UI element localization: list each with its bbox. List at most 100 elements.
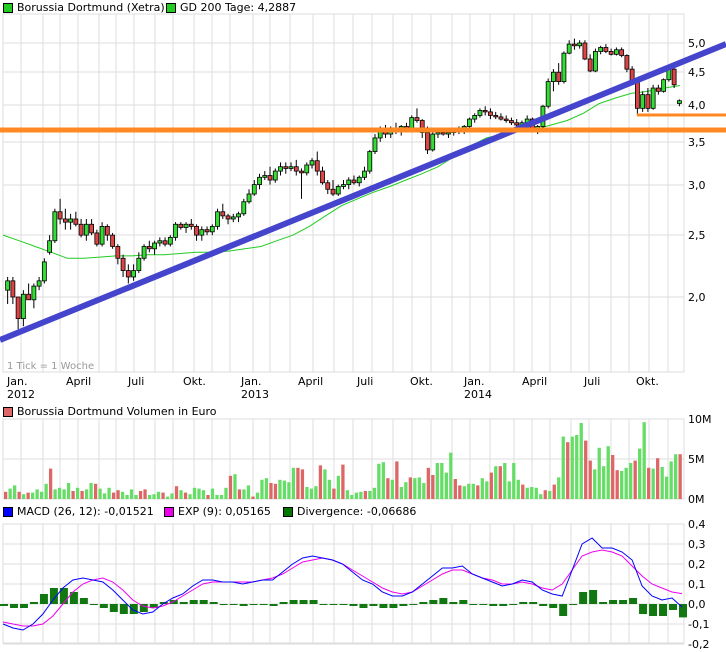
candle [619,47,625,58]
divergence-bar [249,604,258,605]
divergence-bar [189,600,198,604]
candle [104,224,110,241]
divergence-bar [59,588,68,604]
volume-bar [62,489,66,499]
macd-tick-label: 0,4 [688,518,706,531]
candle-down [425,132,430,151]
volume-bar [125,495,129,499]
volume-bar [210,488,215,499]
volume-bar [642,422,646,499]
volume-bar [93,483,98,499]
volume-bar [264,478,269,499]
candle [640,91,646,112]
volume-bar [494,466,498,499]
candle-up [99,226,105,245]
x-tick-label: Jan. [240,375,261,388]
volume-bar [678,454,682,499]
candle [5,276,11,305]
candle [251,180,257,196]
divergence-bar [29,602,38,604]
candle-down [493,115,499,118]
candle-up [272,170,278,181]
candle-down [299,170,304,174]
candle-up [251,184,257,195]
volume-legend-swatch [3,406,13,417]
macd-tick-label: -0,1 [688,618,709,631]
volume-bar [102,493,107,499]
candle-up [477,110,483,116]
divergence-bar [219,604,228,605]
divergence-bar [599,602,608,604]
candle-down [351,179,357,184]
volume-bar [107,487,111,499]
volume-bar [354,492,359,499]
volume-bar [386,478,390,499]
gd200-line [2,85,681,259]
divergence-bar [199,600,208,604]
divergence-bar [0,604,8,606]
candle [566,40,572,55]
volume-bar [143,489,147,499]
volume-bar [584,440,588,499]
candle [157,237,163,247]
candle-up [598,47,604,52]
volume-bar [579,423,583,499]
divergence-legend: Divergence: -0,06686 [283,505,416,518]
volume-bar [476,485,480,499]
candle [73,211,79,227]
candle [131,264,136,281]
candle [199,226,205,241]
candle [57,198,63,225]
candle-up [372,137,378,152]
price-grid [2,13,685,373]
candle-up [241,201,247,215]
volume-bar [444,472,448,499]
candle-up [288,166,294,169]
volume-bar [26,492,30,499]
divergence-bar [49,588,58,604]
volume-bar [593,469,597,499]
candle [493,111,499,120]
trendline [0,41,726,343]
x-tick-label: April [298,375,323,388]
volume-bar [660,467,664,499]
volume-bar [485,481,489,499]
x-tick-year: 2012 [7,388,35,401]
divergence-bar [149,604,158,608]
macd-legend-label: MACD (26, 12): -0,01521 [17,505,154,518]
volume-bar [408,477,412,499]
candle [572,38,577,50]
divergence-bar [269,604,278,606]
volume-bar [296,467,300,499]
volume-bar [395,461,399,499]
volume-bar [669,461,673,499]
divergence-bar [19,604,28,608]
candle-up [467,118,472,127]
volume-bar [368,491,372,499]
volume-tick-label: 10M [688,413,712,426]
candle [603,44,609,54]
signal-line [2,549,683,627]
volume-bar [300,469,305,499]
divergence-bar [319,604,328,605]
candle [335,184,341,196]
price-tick-label: 3,5 [688,136,706,149]
candle-up [5,280,11,291]
divergence-bar [369,604,378,606]
candle-up [152,242,157,250]
candle [278,162,283,176]
volume-bar [53,489,57,499]
volume-bar [435,463,439,499]
candle [173,222,178,241]
volume-bar [597,447,601,499]
candle [561,51,567,84]
candle [650,84,656,110]
candle [89,218,94,236]
volume-bar [116,490,120,499]
candle [41,258,47,284]
volume-bar [620,471,624,499]
candle-down [514,122,520,126]
candle-up [676,100,682,104]
candle-down [146,246,152,250]
candle-down [204,229,210,233]
